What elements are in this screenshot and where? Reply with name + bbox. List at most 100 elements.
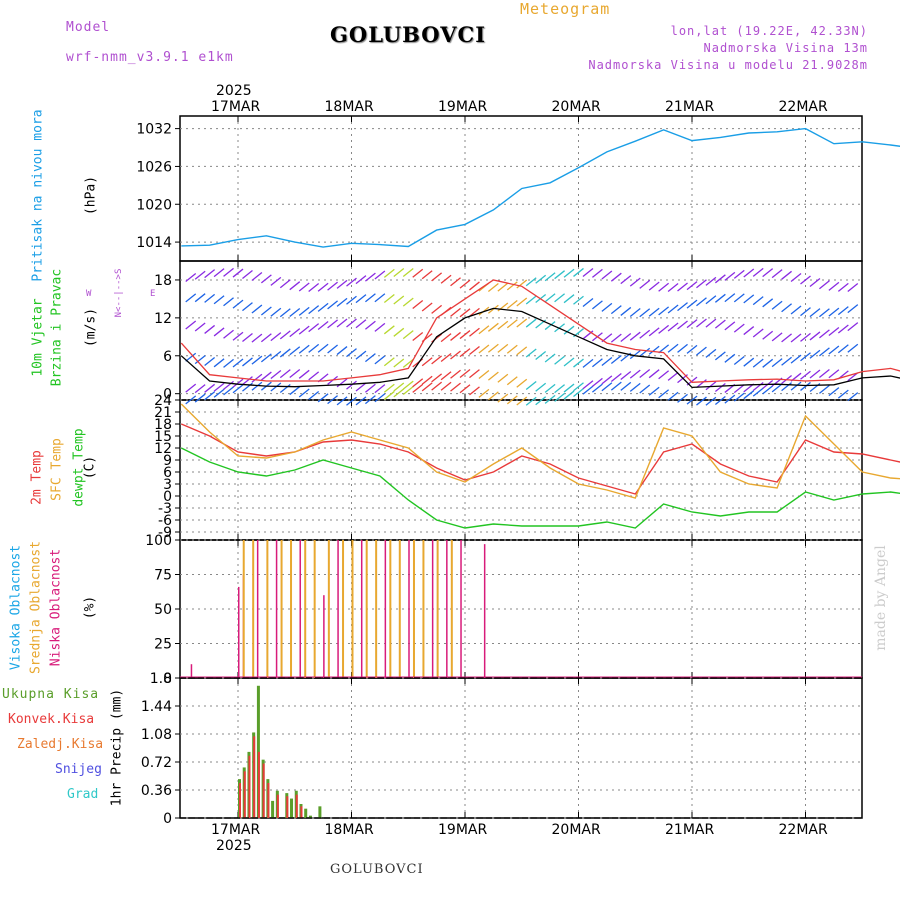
wind-arrow — [705, 295, 717, 305]
wind-arrow — [487, 283, 499, 293]
wind-arrow — [421, 382, 433, 392]
wind-arrow — [648, 307, 660, 317]
wind-arrow — [450, 369, 461, 379]
wind-arrow — [242, 333, 253, 343]
wind-arrow — [809, 349, 821, 359]
wind-arrow — [194, 384, 206, 394]
wind-arrow — [743, 326, 755, 336]
wind-arrow — [648, 369, 660, 379]
precip-bar — [295, 794, 298, 818]
wind-arrow — [346, 318, 357, 328]
wind-arrow — [573, 295, 584, 305]
y-tick-label: 1.8 — [150, 671, 172, 687]
wind-arrow — [232, 358, 244, 368]
bottom-date-label: 21MAR — [665, 822, 715, 838]
wind-arrow — [837, 344, 849, 354]
wind-arrow — [828, 326, 840, 337]
wind-arrow — [563, 294, 575, 304]
wind-arrow — [809, 369, 821, 379]
cloud-bar — [290, 540, 293, 678]
wind-arrow — [223, 297, 234, 307]
wind-arrow — [431, 373, 443, 383]
top-date-label: 20MAR — [551, 99, 601, 115]
wind-arrow — [204, 269, 216, 279]
wind-arrow — [289, 369, 301, 379]
bottom-date-label: 17MAR — [211, 822, 261, 838]
wind-arrow — [790, 354, 802, 364]
wind-arrow — [592, 383, 603, 393]
wind-arrow — [639, 308, 651, 318]
wind-arrow — [743, 294, 755, 304]
wind-arrow — [554, 293, 565, 303]
wind-arrow — [402, 297, 414, 307]
wind-arrow — [629, 277, 641, 287]
wind-arrow — [686, 344, 698, 354]
wind-arrow — [393, 358, 405, 368]
cloud-bar — [422, 540, 425, 678]
y-tick-label: 15 — [154, 429, 172, 445]
wind-arrow — [478, 344, 490, 354]
wind-arrow — [837, 324, 849, 334]
y-tick-label: 1014 — [136, 235, 172, 251]
wind-arrow — [317, 282, 329, 292]
y-tick-label: 0.36 — [141, 783, 172, 799]
wind-arrow — [298, 388, 310, 398]
panel-frame — [179, 399, 863, 541]
y-tick-label: 6 — [163, 349, 172, 365]
panel-frame — [179, 677, 863, 819]
wind-arrow — [308, 305, 320, 315]
cloud-bar — [342, 540, 345, 678]
wind-arrow — [506, 319, 518, 329]
wind-arrow — [714, 319, 726, 329]
wind-arrow — [506, 376, 518, 386]
wind-arrow — [402, 267, 414, 277]
wind-compass-w: W — [86, 289, 92, 299]
wind-arrow — [383, 357, 395, 367]
wind-arrow — [724, 271, 736, 281]
wind-arrow — [592, 358, 603, 368]
wind-arrow — [563, 383, 575, 393]
wind-arrow — [459, 384, 471, 394]
cloud-bar — [436, 540, 439, 678]
wind-arrow — [790, 381, 802, 391]
wind-arrow — [469, 346, 480, 356]
wind-arrow — [497, 393, 509, 403]
wind-arrow — [714, 293, 726, 303]
wind-arrow — [279, 383, 291, 393]
wind-arrow — [658, 306, 670, 316]
wind-arrow — [279, 330, 291, 340]
wind-arrow — [223, 329, 234, 339]
wind-arrow — [469, 327, 480, 337]
wind-arrow — [752, 267, 764, 277]
wind-arrow — [374, 322, 386, 332]
wind-arrow — [819, 347, 830, 357]
wind-arrow — [251, 271, 263, 281]
wind-arrow — [355, 319, 367, 329]
wind-arrow — [554, 270, 565, 280]
wind-arrow — [317, 393, 329, 403]
wind-arrow — [421, 270, 433, 280]
precip-bar — [276, 794, 279, 818]
wind-arrow — [459, 279, 471, 289]
wind-arrow — [525, 277, 537, 287]
temp-sfc-line — [180, 403, 900, 499]
wind-arrow — [317, 302, 329, 312]
wind-arrow — [185, 320, 197, 330]
wind-arrow — [620, 381, 632, 391]
wind-arrow — [714, 274, 726, 284]
wind-arrow — [516, 378, 528, 388]
wind-arrow — [440, 333, 452, 343]
wind-arrow — [809, 277, 821, 288]
wind-arrow — [412, 300, 424, 310]
wind-arrow — [714, 382, 726, 392]
wind-arrow — [714, 396, 726, 406]
wind-arrow — [686, 299, 698, 309]
wind-arrow — [450, 350, 461, 360]
wind-arrow — [762, 330, 774, 340]
precip-bar — [271, 800, 275, 818]
wind-arrow — [667, 343, 679, 353]
wind-arrow — [213, 358, 225, 368]
wind-arrow — [260, 353, 272, 363]
wind-arrow — [440, 274, 452, 284]
wind-arrow — [298, 344, 310, 354]
